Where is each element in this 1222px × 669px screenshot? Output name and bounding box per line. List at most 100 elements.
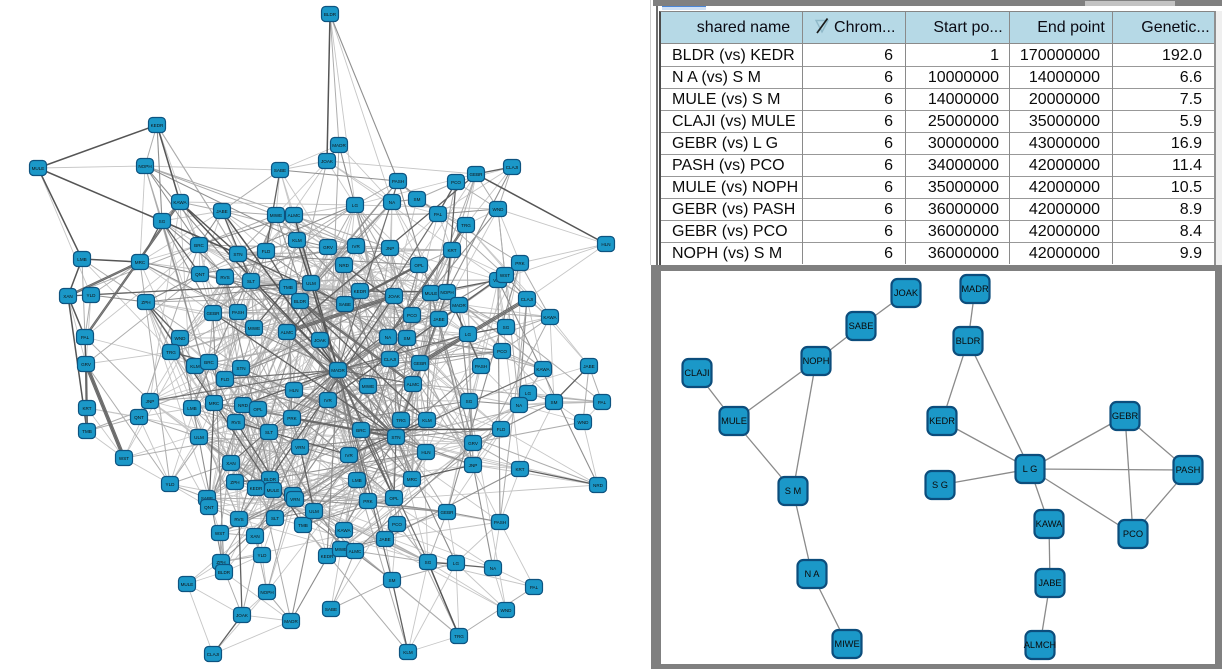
svg-text:WND: WND <box>175 336 187 341</box>
svg-text:MIWE: MIWE <box>834 639 859 649</box>
svg-text:KLM: KLM <box>422 418 432 423</box>
svg-text:BLDR: BLDR <box>294 299 307 304</box>
svg-text:JOAK: JOAK <box>321 159 334 164</box>
svg-text:S M: S M <box>785 486 802 496</box>
svg-text:PCO: PCO <box>392 522 402 527</box>
svg-text:STN: STN <box>236 366 245 371</box>
svg-text:WST: WST <box>215 531 225 536</box>
svg-text:JABE: JABE <box>379 537 391 542</box>
svg-text:KRT: KRT <box>447 248 456 253</box>
svg-text:ZPH: ZPH <box>216 560 225 565</box>
svg-text:GEBR: GEBR <box>440 510 454 515</box>
svg-text:GRV: GRV <box>81 362 92 367</box>
svg-text:NOPH: NOPH <box>260 590 273 595</box>
svg-text:STN: STN <box>233 252 242 257</box>
svg-text:KEDR: KEDR <box>250 486 263 491</box>
svg-text:LMB: LMB <box>187 406 196 411</box>
svg-text:YLD: YLD <box>166 482 176 487</box>
svg-text:NRD: NRD <box>238 403 249 408</box>
svg-text:SM: SM <box>404 336 411 341</box>
svg-text:YLD: YLD <box>258 553 268 558</box>
svg-text:L G: L G <box>1023 464 1038 474</box>
svg-text:MRC: MRC <box>209 401 220 406</box>
svg-text:KEDR: KEDR <box>929 416 955 426</box>
svg-text:SG: SG <box>466 399 473 404</box>
svg-text:KAWA: KAWA <box>543 315 557 320</box>
svg-text:NA: NA <box>385 335 392 340</box>
svg-text:PRK: PRK <box>515 261 525 266</box>
svg-text:MRC: MRC <box>407 477 418 482</box>
svg-text:MIWE: MIWE <box>248 326 261 331</box>
svg-text:ALMCH: ALMCH <box>1024 640 1057 650</box>
svg-text:VRN: VRN <box>295 445 305 450</box>
svg-text:IVR: IVR <box>324 398 332 403</box>
svg-text:JOAK: JOAK <box>388 294 401 299</box>
svg-text:XAN: XAN <box>63 294 72 299</box>
svg-text:PASH: PASH <box>494 520 506 525</box>
svg-text:MULE: MULE <box>32 166 45 171</box>
svg-text:KRT: KRT <box>515 467 524 472</box>
svg-text:ZPH: ZPH <box>230 480 239 485</box>
svg-text:SABE: SABE <box>274 168 286 173</box>
svg-text:BLDR: BLDR <box>956 336 981 346</box>
svg-text:PAL: PAL <box>81 335 90 340</box>
svg-text:S G: S G <box>932 480 948 490</box>
svg-text:OPL: OPL <box>253 407 263 412</box>
svg-text:WND: WND <box>493 207 505 212</box>
svg-text:KLM: KLM <box>292 238 302 243</box>
svg-text:SABE: SABE <box>201 496 213 501</box>
svg-text:CLAJI: CLAJI <box>684 368 709 378</box>
svg-text:PASH: PASH <box>1176 465 1201 475</box>
svg-text:SLT: SLT <box>271 516 279 521</box>
svg-text:KLM: KLM <box>403 650 413 655</box>
svg-text:HLN: HLN <box>601 242 610 247</box>
svg-text:MULE: MULE <box>181 582 194 587</box>
svg-text:KAWA: KAWA <box>1036 519 1063 529</box>
svg-text:PASH: PASH <box>392 179 404 184</box>
svg-text:ULM: ULM <box>306 281 316 286</box>
svg-text:JOAK: JOAK <box>894 288 919 298</box>
svg-text:STN: STN <box>391 435 400 440</box>
svg-text:OPL: OPL <box>414 263 424 268</box>
svg-text:GEBR: GEBR <box>413 361 427 366</box>
svg-text:KAWA: KAWA <box>173 200 187 205</box>
svg-text:YLD: YLD <box>87 293 97 298</box>
svg-text:JABE: JABE <box>583 364 595 369</box>
svg-text:MADR: MADR <box>332 143 346 148</box>
svg-text:CLAJI: CLAJI <box>506 165 519 170</box>
svg-text:FLD: FLD <box>221 377 230 382</box>
svg-text:NOPH: NOPH <box>803 356 830 366</box>
svg-text:KRT: KRT <box>82 406 91 411</box>
svg-text:SLT: SLT <box>265 430 273 435</box>
svg-text:SABE: SABE <box>339 302 351 307</box>
svg-text:QNT: QNT <box>134 415 144 420</box>
svg-text:CLAJI: CLAJI <box>207 652 220 657</box>
svg-text:ALMC: ALMC <box>349 549 362 554</box>
svg-text:ALMC: ALMC <box>288 213 301 218</box>
svg-text:BRC: BRC <box>194 243 204 248</box>
svg-text:OPL: OPL <box>389 496 399 501</box>
svg-text:BLDR: BLDR <box>264 477 277 482</box>
svg-text:MADR: MADR <box>284 619 298 624</box>
svg-text:IVR: IVR <box>352 244 360 249</box>
svg-text:PRK: PRK <box>287 416 297 421</box>
svg-text:MIWE: MIWE <box>362 384 375 389</box>
svg-text:JNP: JNP <box>146 399 155 404</box>
svg-text:LMB: LMB <box>77 257 86 262</box>
svg-text:JNP: JNP <box>469 463 478 468</box>
svg-text:PCO: PCO <box>497 349 507 354</box>
svg-text:KEDR: KEDR <box>321 554 334 559</box>
svg-text:ALMC: ALMC <box>281 330 294 335</box>
svg-text:NOPH: NOPH <box>138 164 151 169</box>
svg-text:MULE: MULE <box>267 488 280 493</box>
svg-text:WST: WST <box>500 273 510 278</box>
svg-text:JABE: JABE <box>216 209 228 214</box>
svg-text:SG: SG <box>503 325 510 330</box>
svg-text:SG: SG <box>425 560 432 565</box>
svg-text:HLN: HLN <box>289 388 298 393</box>
svg-text:BLDR: BLDR <box>218 570 231 575</box>
svg-text:VRN: VRN <box>290 497 300 502</box>
svg-text:NOPH: NOPH <box>440 290 453 295</box>
svg-text:GEBR: GEBR <box>469 172 483 177</box>
svg-text:XAN: XAN <box>226 461 235 466</box>
